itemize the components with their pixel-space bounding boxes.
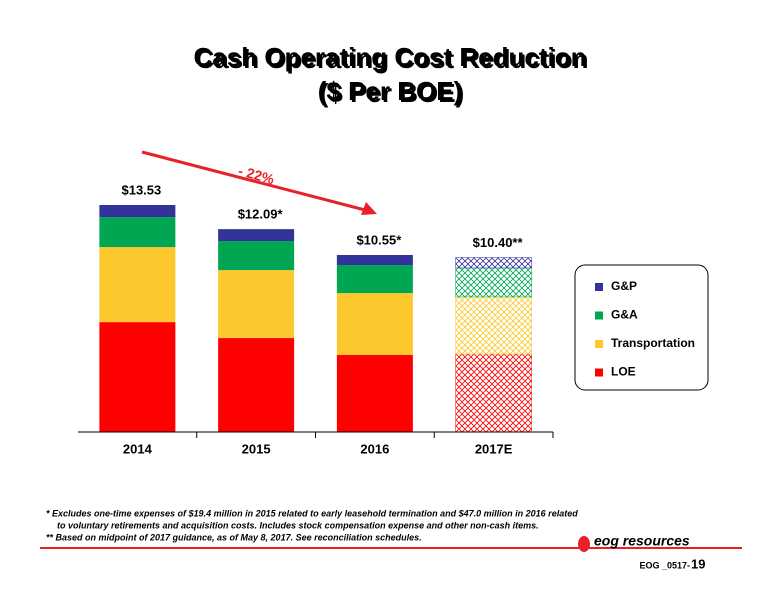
footnote: to voluntary retirements and acquisition…: [57, 520, 539, 530]
logo-text: eog resources: [594, 533, 690, 549]
bar-segment: [218, 270, 295, 339]
total-label: $10.55*: [356, 232, 402, 247]
legend-swatch: [595, 368, 603, 377]
bar-segment: [455, 296, 532, 355]
footnote: ** Based on midpoint of 2017 guidance, a…: [46, 532, 422, 542]
legend-label: G&A: [611, 308, 638, 322]
chart-subtitle: ($ Per BOE): [318, 76, 463, 106]
footnote: * Excludes one-time expenses of $19.4 mi…: [46, 508, 578, 518]
bar-segment: [336, 354, 413, 432]
bar-segment: [336, 254, 413, 266]
chart-title: Cash Operating Cost Reduction: [194, 42, 587, 72]
legend-box: [574, 264, 709, 391]
legend-label: G&P: [611, 279, 637, 293]
x-tick-label: 2015: [242, 441, 271, 456]
title-shadow: Cash Operating Cost Reduction: [196, 44, 589, 74]
bar-segment: [218, 229, 295, 242]
bar-segment: [99, 205, 176, 218]
legend-label: LOE: [611, 365, 636, 379]
bar-segment: [218, 241, 295, 271]
legend-swatch: [595, 340, 603, 348]
trend-arrow: [141, 150, 366, 212]
bar-segment: [336, 265, 413, 294]
trend-arrowhead: [361, 202, 377, 215]
legend-swatch: [595, 283, 603, 291]
x-tick-label: 2017E: [475, 441, 513, 456]
bar-segment: [218, 338, 295, 432]
bar-segment: [99, 247, 176, 323]
logo-flame: [578, 536, 590, 552]
x-tick-label: 2014: [123, 441, 153, 456]
bar-segment: [455, 267, 532, 298]
annotation: - 22%: [237, 162, 277, 187]
bar-segment: [99, 217, 176, 248]
bar-segment: [99, 322, 176, 432]
legend-label: Transportation: [611, 336, 695, 350]
page-number: 19: [691, 556, 705, 571]
x-tick-label: 2016: [360, 441, 389, 456]
subtitle-shadow: ($ Per BOE): [320, 78, 465, 108]
slide-code: EOG _0517-: [639, 560, 690, 570]
bar-segment: [455, 257, 532, 269]
total-label: $12.09*: [238, 207, 284, 222]
total-label: $13.53: [121, 182, 161, 197]
bar-segment: [336, 293, 413, 355]
total-label: $10.40**: [473, 235, 524, 250]
legend-swatch: [595, 311, 603, 320]
bar-segment: [455, 353, 532, 433]
